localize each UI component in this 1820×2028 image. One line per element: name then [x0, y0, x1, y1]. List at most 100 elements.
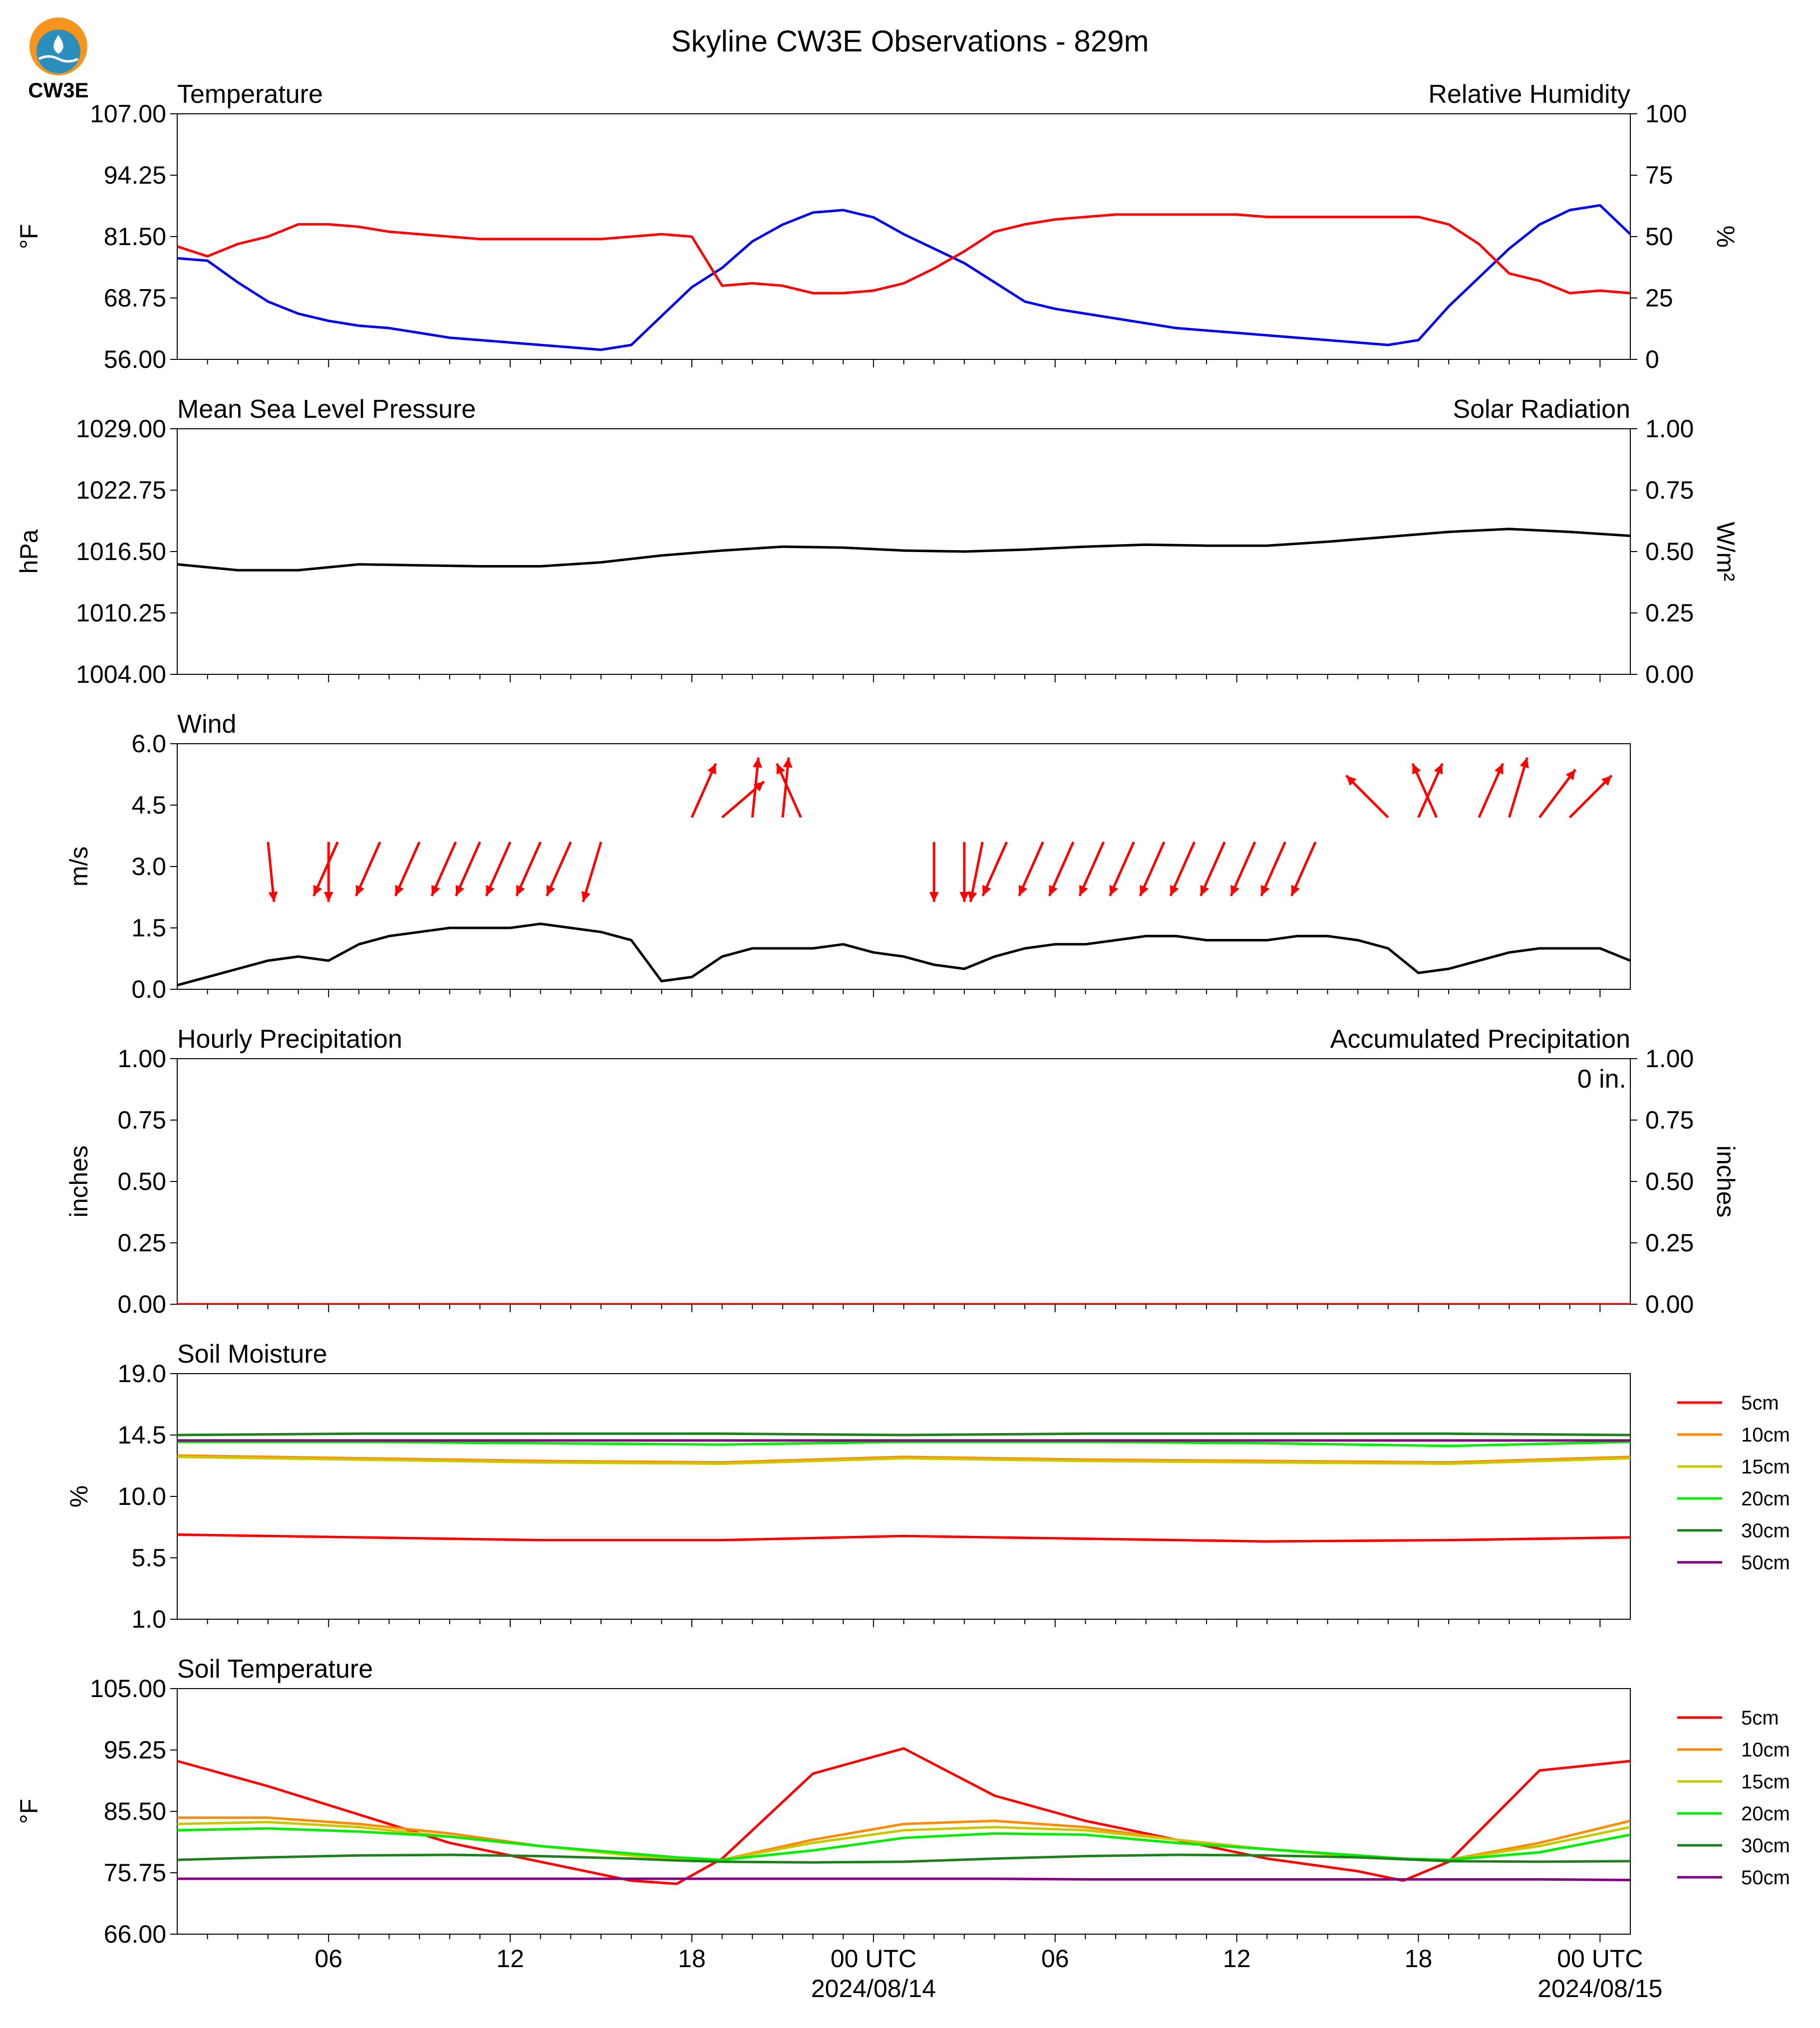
legend-label: 50cm: [1741, 1552, 1790, 1574]
legend: 5cm 10cm 15cm 20cm 30cm 50cm: [1677, 1392, 1790, 1574]
y-axis-label-right: inches: [1712, 1146, 1740, 1218]
y-tick-label-right: 0.00: [1645, 660, 1694, 688]
x-date-label: 2024/08/14: [811, 1975, 936, 2003]
wind-arrow-head: [1565, 769, 1576, 781]
series-line-relative-humidity: [177, 213, 1630, 294]
y-tick-label-left: 66.00: [104, 1920, 166, 1948]
y-tick-label-right: 0.00: [1645, 1290, 1694, 1318]
series-line-wind: [177, 922, 1630, 987]
x-tick-label: 06: [314, 1945, 342, 1973]
y-axis-label-left: °F: [15, 1799, 43, 1824]
y-tick-label-left: 56.00: [104, 345, 166, 373]
wind-arrow-head: [1291, 884, 1300, 896]
y-tick-label-right: 0.50: [1645, 538, 1694, 566]
panel-frame: [177, 1058, 1631, 1305]
y-axis-label-left: m/s: [65, 847, 93, 887]
x-tick-label: 06: [1041, 1945, 1069, 1973]
y-tick-label-left: 81.50: [104, 223, 166, 251]
y-tick-label-left: 0.0: [131, 975, 166, 1003]
y-tick-label-right: 1.00: [1645, 415, 1694, 443]
y-tick-label-left: 5.5: [131, 1544, 166, 1572]
wind-arrow: [1229, 841, 1256, 896]
wind-arrow-head: [1519, 757, 1529, 769]
wind-arrow-head: [395, 884, 404, 896]
y-tick-label-left: 19.0: [118, 1360, 166, 1388]
series-line-30cm: [177, 1853, 1630, 1864]
wind-arrow: [1200, 841, 1226, 896]
y-axis-label-left: inches: [65, 1146, 93, 1218]
y-tick-label-left: 107.00: [90, 100, 166, 128]
x-tick-label: 00 UTC: [831, 1945, 916, 1973]
series-group: [177, 528, 1630, 572]
wind-arrow: [1109, 841, 1135, 896]
wind-arrow-head: [486, 884, 495, 896]
wind-arrow-head: [929, 891, 939, 902]
y-tick-label-left: 1.0: [131, 1605, 166, 1633]
y-tick-label-left: 1029.00: [76, 415, 166, 443]
y-tick-label-right: 1.00: [1645, 1045, 1694, 1073]
series-group: [177, 1432, 1630, 1543]
series-line-temperature: [177, 204, 1630, 351]
y-tick-label-right: 25: [1645, 284, 1673, 312]
series-group: [177, 1747, 1630, 1885]
wind-arrow-head: [783, 757, 793, 768]
wind-arrow-head: [516, 884, 525, 896]
y-tick-label-right: 100: [1645, 100, 1687, 128]
y-tick-label-left: 85.50: [104, 1797, 166, 1825]
y-tick-label-left: 1016.50: [76, 538, 166, 566]
wind-arrow-head: [1230, 884, 1239, 896]
wind-arrow-head: [1260, 884, 1270, 896]
y-tick-label-right: 0.75: [1645, 476, 1694, 504]
wind-arrow-shaft: [1538, 769, 1577, 819]
y-tick-label-right: 0.50: [1645, 1167, 1694, 1195]
wind-arrow: [959, 842, 969, 902]
panel-soil_moisture: Soil Moisture 1.0 5.5 10.0 14.5 19.0% 5cm 10cm 1…: [65, 1340, 1790, 1633]
wind-arrow-shaft: [751, 757, 760, 818]
wind-arrow-head: [1346, 775, 1357, 786]
x-tick-label: 12: [496, 1945, 524, 1973]
wind-arrow-head: [1018, 884, 1028, 896]
y-tick-label-left: 1.00: [118, 1045, 166, 1073]
legend-label: 20cm: [1741, 1488, 1790, 1510]
wind-arrow: [929, 842, 939, 902]
wind-arrow-head: [1434, 763, 1443, 775]
series-line-pressure: [177, 528, 1630, 572]
panel-title-left: Temperature: [177, 80, 323, 109]
panel-title-right: Solar Radiation: [1453, 395, 1630, 424]
y-tick-label-left: 0.50: [118, 1167, 166, 1195]
wind-arrow: [323, 842, 333, 902]
panel-title-left: Wind: [177, 710, 236, 739]
logo-drop-icon: [53, 35, 63, 54]
y-tick-label-left: 94.25: [104, 161, 166, 189]
wind-arrow-head: [1412, 763, 1421, 775]
wind-arrow-head: [776, 763, 786, 775]
wind-arrow-head: [982, 884, 991, 896]
wind-arrow-head: [707, 763, 716, 775]
y-tick-label-right: 0: [1645, 345, 1659, 373]
y-tick-label-left: 95.25: [104, 1736, 166, 1764]
y-tick-label-left: 6.0: [131, 730, 166, 758]
x-tick-label: 18: [678, 1945, 706, 1973]
legend-label: 30cm: [1741, 1835, 1790, 1857]
wind-arrow-head: [431, 884, 440, 896]
series-line-20cm: [177, 1441, 1630, 1448]
x-tick-label: 00 UTC: [1557, 1945, 1643, 1973]
wind-arrow-head: [313, 884, 322, 896]
wind-arrow: [981, 841, 1008, 896]
legend-label: 15cm: [1741, 1456, 1790, 1478]
panel-frame: [177, 1373, 1631, 1620]
wind-arrow: [1139, 841, 1166, 896]
logo-text: CW3E: [28, 78, 88, 102]
wind-arrow: [1508, 757, 1529, 818]
wind-arrow: [1411, 763, 1438, 818]
wind-arrow-head: [546, 884, 556, 896]
wind-arrow-head: [752, 757, 762, 768]
panel-title-left: Soil Temperature: [177, 1655, 373, 1684]
series-line-5cm: [177, 1747, 1630, 1885]
precip-total-label: 0 in.: [1577, 1065, 1626, 1094]
series-line-10cm: [177, 1454, 1630, 1464]
wind-arrow-head: [455, 884, 465, 896]
wind-arrow: [751, 757, 762, 818]
wind-arrow: [1169, 841, 1196, 896]
y-tick-label-left: 14.5: [118, 1421, 166, 1449]
